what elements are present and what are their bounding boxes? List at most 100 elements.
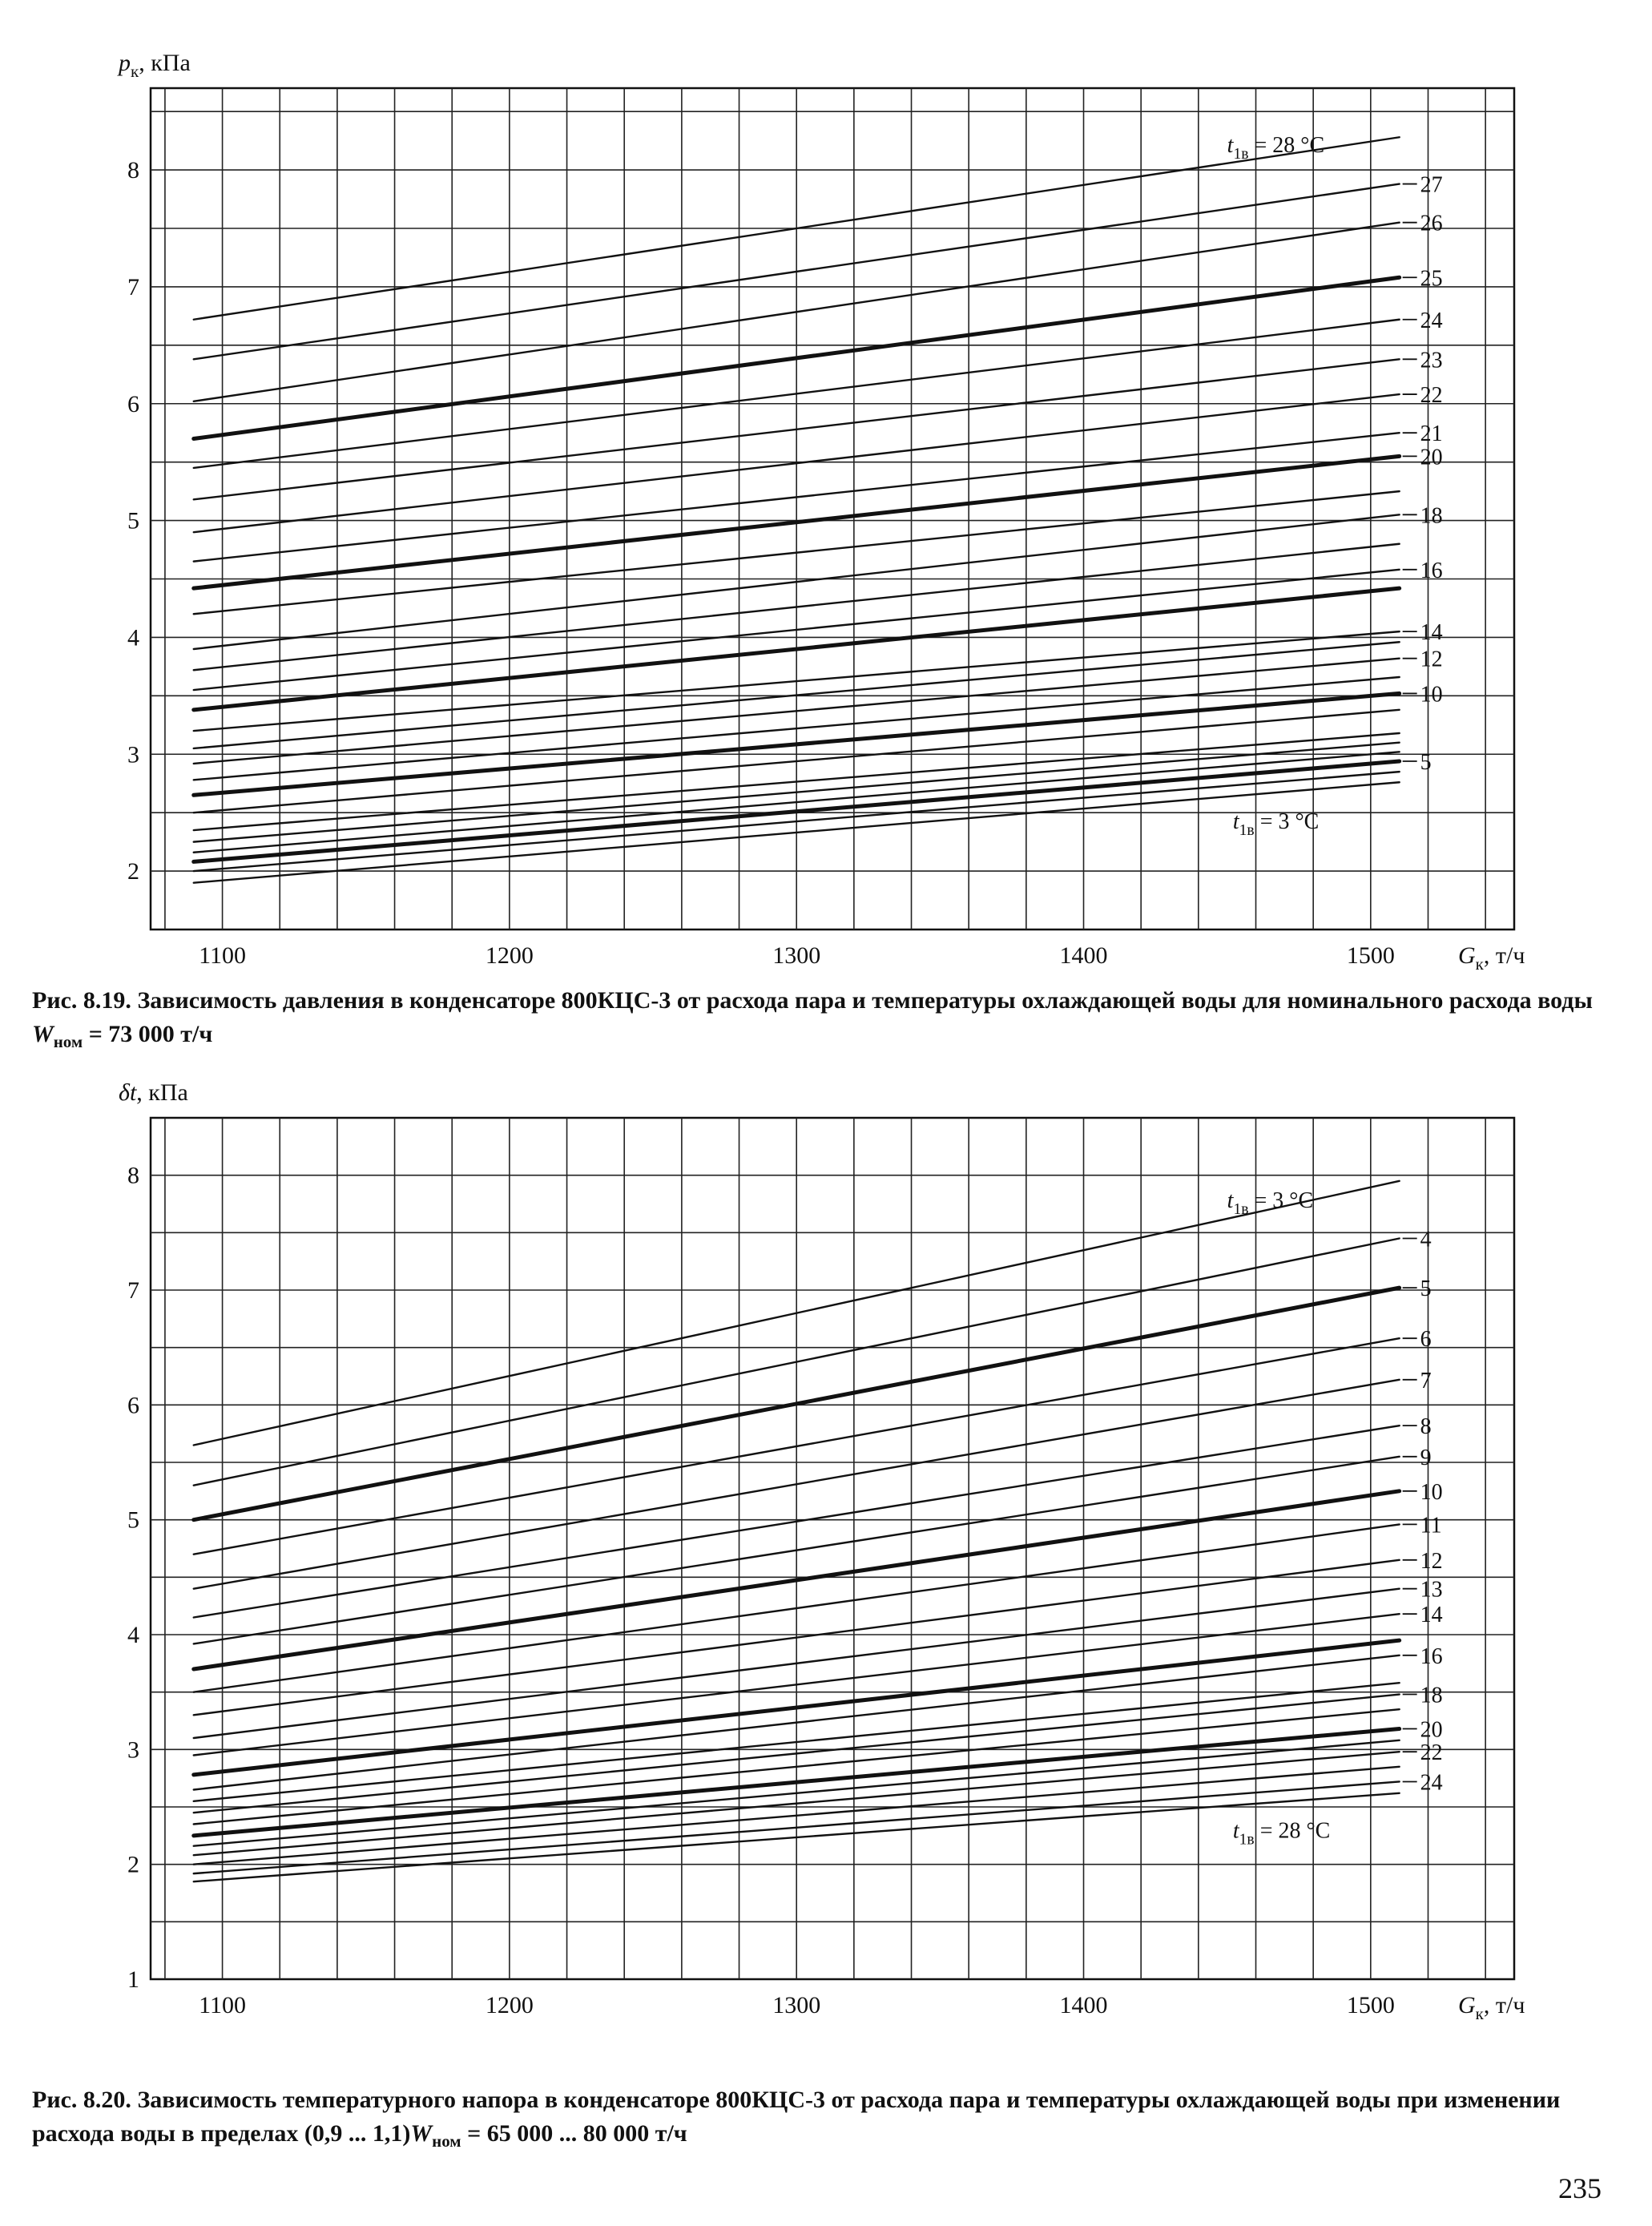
series-line-t4 [192, 1237, 1400, 1486]
x-axis-label: Gк, т/ч [1458, 942, 1525, 974]
series-line-t7 [192, 1378, 1400, 1590]
y-tick-label: 5 [127, 1507, 139, 1534]
series-line-t8 [192, 1424, 1400, 1619]
series-line-t15 [191, 586, 1402, 712]
series-line-t11 [192, 1523, 1400, 1693]
series-label-t24: 24 [1420, 308, 1443, 333]
y-tick-label: 3 [127, 741, 139, 768]
y-tick-label: 5 [127, 508, 139, 534]
x-tick-label: 1100 [199, 942, 246, 969]
series-line-t22 [192, 393, 1400, 534]
series-line-t13 [192, 641, 1400, 750]
series-line-t10 [191, 1489, 1402, 1672]
series-label-t10: 10 [1420, 682, 1443, 707]
y-tick-label: 3 [127, 1736, 139, 1763]
series-line-t15 [191, 1638, 1402, 1777]
series-line-t26 [192, 221, 1400, 403]
series-line-t18 [192, 514, 1400, 651]
x-tick-label: 1300 [772, 1992, 820, 2018]
series-label-t16: 16 [1420, 559, 1443, 583]
series-label-t16: 16 [1420, 1644, 1443, 1669]
series-line-t6 [192, 1337, 1400, 1555]
series-line-t9 [192, 1455, 1400, 1645]
series-label-t27: 27 [1420, 173, 1443, 198]
y-tick-label: 4 [127, 1622, 139, 1648]
series-line-t23 [192, 358, 1400, 501]
series-label-t23: 23 [1420, 348, 1443, 373]
series-label-bottom: t1в = 28 °C [1233, 1819, 1331, 1849]
series-line-t7 [192, 741, 1400, 843]
series-label-t12: 12 [1420, 1549, 1443, 1574]
series-line-t21 [192, 1739, 1400, 1847]
series-line-t12 [192, 657, 1400, 765]
series-line-t28 [192, 136, 1400, 321]
series-label-t8: 8 [1420, 1414, 1432, 1439]
series-label-t9: 9 [1420, 1446, 1432, 1470]
series-line-t13 [192, 1587, 1400, 1740]
series-line-t14 [192, 1613, 1400, 1756]
series-line-t5 [191, 759, 1402, 864]
caption-fig-8-19: Рис. 8.19. Зависимость давления в конден… [32, 984, 1626, 1059]
series-label-t14: 14 [1420, 1603, 1443, 1627]
series-label-t20: 20 [1420, 1718, 1443, 1743]
caption-w-symbol: W [32, 1021, 54, 1047]
series-line-t22 [192, 1751, 1400, 1857]
series-label-bottom: t1в = 3 °C [1233, 809, 1320, 839]
series-line-t20 [191, 454, 1402, 591]
series-line-t9 [192, 708, 1400, 814]
series-line-t21 [192, 432, 1400, 563]
series-line-t24 [192, 318, 1400, 470]
x-tick-label: 1500 [1347, 942, 1395, 969]
x-axis-label: Gк, т/ч [1458, 1992, 1525, 2023]
y-tick-label: 2 [127, 858, 139, 885]
x-tick-label: 1400 [1060, 1992, 1108, 2018]
series-label-t25: 25 [1420, 266, 1443, 291]
page-number: 235 [1558, 2172, 1602, 2204]
series-label-t20: 20 [1420, 445, 1443, 470]
caption-number: Рис. 8.19. [32, 987, 131, 1014]
series-label-t22: 22 [1420, 1740, 1443, 1765]
y-tick-label: 1 [127, 1966, 139, 1993]
series-label-t18: 18 [1420, 1684, 1443, 1708]
x-tick-label: 1400 [1060, 942, 1108, 969]
caption-w-symbol: W [410, 2120, 433, 2147]
series-label-t22: 22 [1420, 383, 1443, 408]
series-line-t28 [192, 1792, 1400, 1883]
y-tick-label: 6 [127, 1392, 139, 1418]
series-line-t17 [192, 1682, 1400, 1803]
y-axis-label: δt, кПа [119, 1079, 188, 1106]
caption-w-value: = 73 000 т/ч [88, 1021, 213, 1047]
caption-w-sub: ном [53, 1032, 83, 1051]
y-tick-label: 2 [127, 1852, 139, 1878]
series-line-t27 [192, 183, 1400, 361]
caption-text: Зависимость температурного напора в конд… [32, 2087, 1561, 2147]
series-line-t3 [192, 1180, 1400, 1446]
x-tick-label: 1500 [1347, 1992, 1395, 2018]
caption-w-sub: ном [432, 2131, 461, 2151]
caption-number: Рис. 8.20. [32, 2087, 131, 2113]
caption-text: Зависимость давления в конденсаторе 800К… [137, 987, 1593, 1014]
x-tick-label: 1100 [199, 1992, 246, 2018]
series-line-t19 [192, 1708, 1400, 1825]
series-label-t7: 7 [1420, 1369, 1432, 1393]
y-tick-label: 6 [127, 391, 139, 417]
y-tick-label: 7 [127, 274, 139, 300]
series-line-t5 [191, 1285, 1402, 1522]
y-tick-label: 8 [127, 157, 139, 183]
y-axis-label: pк, кПа [117, 50, 191, 81]
x-tick-label: 1200 [486, 942, 534, 969]
series-label-t11: 11 [1420, 1513, 1442, 1538]
series-line-t11 [192, 675, 1400, 781]
series-line-t24 [192, 1780, 1400, 1875]
caption-w-value: = 65 000 ... 80 000 т/ч [467, 2120, 687, 2147]
series-line-t10 [191, 691, 1402, 797]
series-line-t19 [192, 490, 1400, 615]
series-label-top: t1в = 3 °C [1227, 1188, 1314, 1218]
series-label-t14: 14 [1420, 620, 1443, 645]
series-label-t4: 4 [1420, 1228, 1432, 1252]
series-label-t26: 26 [1420, 212, 1443, 236]
series-line-t4 [192, 770, 1400, 873]
series-line-t8 [192, 732, 1400, 832]
